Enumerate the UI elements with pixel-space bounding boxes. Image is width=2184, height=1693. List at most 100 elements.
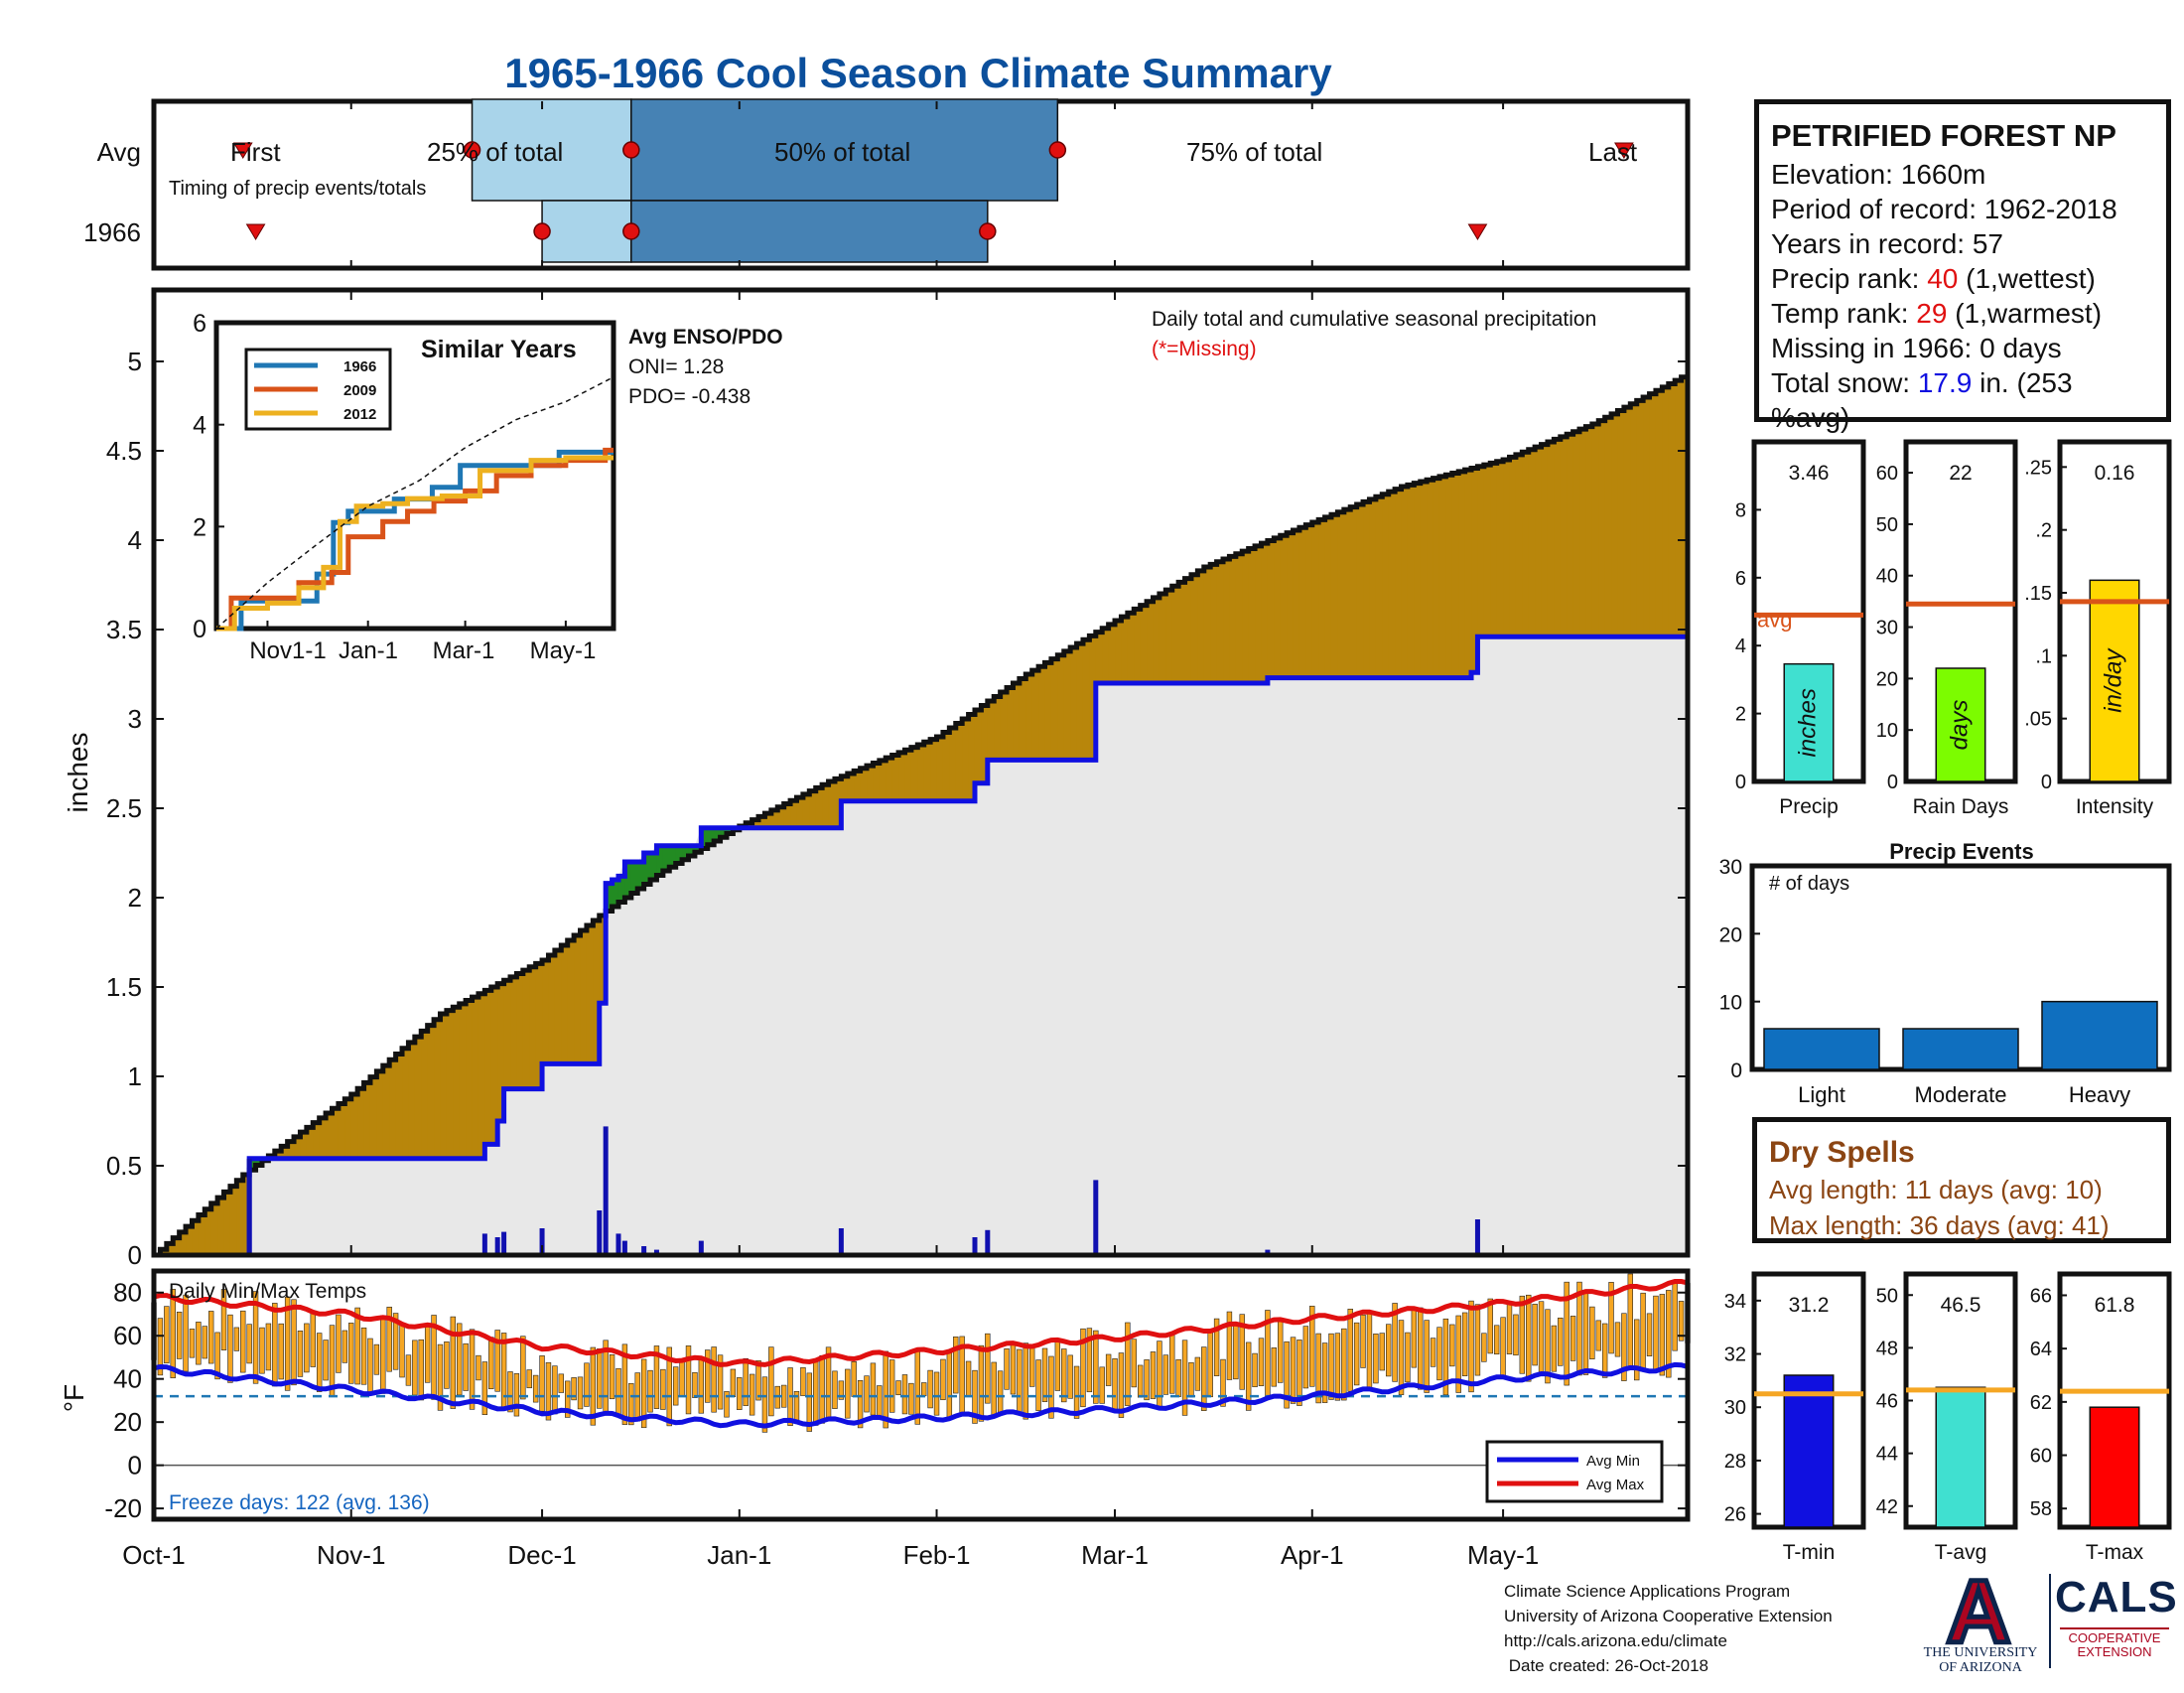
daily-temp-bar xyxy=(1513,1314,1519,1356)
inset-ytick-label: 2 xyxy=(193,513,206,541)
surplus-fill xyxy=(606,883,614,912)
daily-precip-bar xyxy=(621,1240,627,1255)
deficit-fill xyxy=(1503,460,1511,637)
page-title: 1965-1966 Cool Season Climate Summary xyxy=(504,50,1332,96)
avg-max-line xyxy=(153,1278,1689,1367)
deficit-fill xyxy=(1070,647,1078,761)
daily-temp-bar xyxy=(705,1349,711,1403)
daily-temp-bar xyxy=(507,1371,513,1413)
deficit-fill xyxy=(1451,473,1459,678)
deficit-fill xyxy=(229,1186,237,1255)
daily-temp-bar xyxy=(431,1315,437,1400)
daily-temp-bar xyxy=(1608,1282,1614,1354)
daily-temp-bar xyxy=(1302,1326,1309,1389)
daily-temp-bar xyxy=(1252,1352,1258,1387)
daily-temp-bar xyxy=(1538,1301,1545,1374)
deficit-fill xyxy=(1287,532,1295,678)
daily-temp-bar xyxy=(1321,1342,1328,1403)
deficit-fill xyxy=(281,1146,289,1159)
deficit-fill xyxy=(930,739,938,801)
daily-temp-bar xyxy=(1595,1320,1601,1351)
daily-temp-bar xyxy=(908,1382,914,1415)
deficit-fill xyxy=(1318,519,1326,678)
daily-temp-bar xyxy=(1398,1320,1405,1395)
daily-precip-bar xyxy=(615,1233,621,1255)
daily-temp-bar xyxy=(1411,1309,1418,1368)
deficit-fill xyxy=(1375,496,1383,678)
summary-label: T-max xyxy=(2086,1541,2144,1564)
daily-temp-bar xyxy=(1150,1351,1157,1399)
daily-temp-bar xyxy=(761,1376,768,1433)
deficit-fill xyxy=(1623,407,1631,637)
daily-precip-bar xyxy=(985,1229,991,1255)
deficit-fill xyxy=(414,1037,422,1159)
deficit-fill xyxy=(1598,420,1606,637)
daily-temp-bar xyxy=(476,1354,481,1381)
deficit-fill xyxy=(1433,478,1440,678)
daily-temp-bar xyxy=(1493,1325,1500,1355)
summary-value: 61.8 xyxy=(2095,1294,2135,1317)
legend-2012: 2012 xyxy=(343,406,376,423)
daily-temp-bar xyxy=(1284,1340,1290,1409)
avg-cumulative-line xyxy=(154,373,1691,1258)
deficit-fill xyxy=(287,1141,295,1159)
daily-temp-bar xyxy=(914,1349,920,1425)
deficit-fill xyxy=(1293,529,1300,678)
daily-temp-bar xyxy=(864,1375,870,1413)
daily-precip-bar xyxy=(972,1237,978,1255)
deficit-fill xyxy=(1509,457,1517,637)
deficit-fill xyxy=(1522,452,1530,637)
precip-ylabel: inches xyxy=(63,733,93,813)
deficit-fill xyxy=(1223,559,1231,683)
daily-temp-bar xyxy=(526,1369,532,1389)
deficit-fill xyxy=(955,723,963,801)
deficit-fill xyxy=(580,930,588,1064)
daily-temp-bar xyxy=(1385,1324,1392,1377)
daily-temp-bar xyxy=(1672,1283,1678,1351)
daily-temp-bar xyxy=(297,1331,304,1377)
daily-temp-bar xyxy=(1341,1328,1347,1401)
timing-label: Timing of precip events/totals xyxy=(169,178,426,200)
cumulative-line-1966 xyxy=(154,634,1688,1258)
deficit-fill xyxy=(510,976,518,1089)
deficit-fill xyxy=(796,797,804,828)
inset-line-2009 xyxy=(216,447,614,632)
daily-temp-bar xyxy=(1157,1340,1162,1408)
deficit-fill xyxy=(389,1059,397,1159)
summary-value: 0.16 xyxy=(2095,462,2135,485)
footer-date: Date created: 26-Oct-2018 xyxy=(1504,1656,1709,1675)
daily-temp-bar xyxy=(1169,1333,1175,1394)
summary-ytick-label: 34 xyxy=(1724,1291,1746,1313)
temp-summary-panel: 26 28 30 32 34 31.2 T-min 42 44 46 48 50 46.5 T-avg 58… xyxy=(1724,1271,2172,1564)
daily-temp-bar xyxy=(615,1367,621,1418)
temp-legend: Avg Min Avg Max xyxy=(1485,1440,1664,1503)
summary-ytick-label: .2 xyxy=(2035,520,2052,542)
inset-ytick-label: 0 xyxy=(193,616,206,643)
summary-ytick-label: 60 xyxy=(1876,463,1898,485)
daily-temp-bar xyxy=(737,1377,743,1410)
marker-label-50: 50% of total xyxy=(774,137,910,167)
deficit-fill xyxy=(586,925,594,1064)
deficit-fill xyxy=(313,1122,321,1159)
summary-ytick-label: 0 xyxy=(1735,772,1746,793)
inset-line-2012 xyxy=(216,455,614,632)
deficit-fill xyxy=(981,705,989,783)
daily-temp-bar xyxy=(584,1362,590,1407)
deficit-fill xyxy=(1675,380,1683,637)
summary-ytick-label: 8 xyxy=(1735,499,1746,521)
daily-temp-bar xyxy=(1073,1365,1080,1419)
deficit-fill xyxy=(1095,632,1103,683)
legend-avg-max: Avg Max xyxy=(1586,1477,1645,1493)
daily-temp-bar xyxy=(711,1346,717,1413)
precip-panel: 0 0.5 1 1.5 2 2.5 3 3.5 4 4.5 5 inches Daily total… xyxy=(63,287,1691,1270)
daily-temp-bar xyxy=(1207,1329,1213,1398)
missing-note: (*=Missing) xyxy=(1152,338,1257,360)
daily-temp-bar xyxy=(386,1306,392,1372)
deficit-fill xyxy=(1255,545,1263,683)
summary-bar-t-avg xyxy=(1935,1386,1986,1528)
deficit-fill xyxy=(478,993,485,1159)
footer-link[interactable]: http://cals.arizona.edu/climate xyxy=(1504,1631,1727,1650)
daily-temp-bar xyxy=(895,1380,901,1396)
marker-label-75: 75% of total xyxy=(1186,137,1322,167)
daily-temp-bar xyxy=(316,1333,323,1392)
